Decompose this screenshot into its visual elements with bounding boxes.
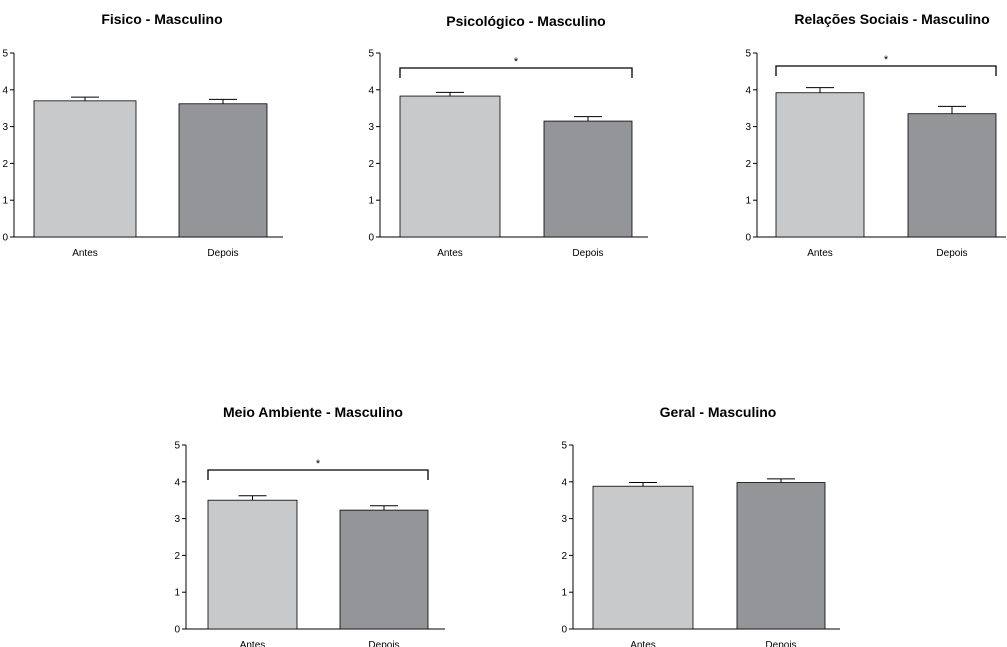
bar-antes [207, 499, 298, 630]
x-tick-label: Depois [936, 248, 967, 259]
chart-title: Fisico - Masculino [101, 11, 222, 27]
y-tick-label: 2 [2, 159, 8, 170]
x-tick-label: Antes [807, 248, 833, 259]
y-tick-label: 5 [745, 49, 751, 60]
significance-label: * [514, 56, 519, 68]
y-tick-label: 4 [561, 477, 567, 488]
x-tick-label: Depois [368, 640, 399, 647]
y-tick-label: 4 [174, 477, 180, 488]
chart-title: Relações Sociais - Masculino [794, 11, 989, 27]
y-tick-label: 2 [745, 159, 751, 170]
y-tick-label: 1 [2, 196, 8, 207]
chart-1: Fisico - Masculino 0 1 2 3 4 5 Antes Depois [2, 11, 283, 259]
y-tick-label: 3 [174, 514, 180, 525]
bar-depois [339, 509, 429, 630]
y-tick-label: 1 [745, 196, 751, 207]
bar-depois [543, 120, 633, 238]
significance-label: * [316, 458, 321, 470]
y-tick-label: 0 [368, 233, 374, 244]
x-tick-label: Depois [572, 248, 603, 259]
bar-depois [736, 482, 826, 630]
bar-antes [399, 95, 501, 238]
y-tick-label: 1 [368, 196, 374, 207]
y-tick-label: 5 [368, 49, 374, 60]
y-tick-label: 1 [174, 588, 180, 599]
y-tick-label: 5 [561, 441, 567, 452]
chart-5: Geral - Masculino 0 1 2 3 4 5 Antes Depois [561, 404, 840, 647]
y-tick-label: 3 [561, 514, 567, 525]
significance-label: * [884, 54, 889, 66]
bar-depois [178, 103, 268, 238]
significance-bracket [399, 67, 633, 78]
x-tick-label: Antes [437, 248, 463, 259]
x-tick-label: Depois [765, 640, 796, 647]
y-tick-label: 5 [2, 49, 8, 60]
chart-title: Meio Ambiente - Masculino [223, 404, 403, 420]
y-tick-label: 4 [368, 85, 374, 96]
y-tick-label: 5 [174, 441, 180, 452]
y-tick-label: 0 [2, 233, 8, 244]
x-tick-label: Antes [240, 640, 266, 647]
chart-3: Relações Sociais - Masculino 0 1 2 3 4 5 Antes D… [745, 11, 1006, 259]
y-tick-label: 0 [745, 233, 751, 244]
y-tick-label: 4 [2, 85, 8, 96]
significance-bracket [207, 469, 429, 480]
y-tick-label: 0 [561, 625, 567, 636]
bar-antes [592, 485, 694, 630]
bar-antes [775, 92, 865, 238]
y-tick-label: 4 [745, 85, 751, 96]
x-tick-label: Antes [72, 248, 98, 259]
chart-title: Geral - Masculino [660, 404, 777, 420]
chart-4: Meio Ambiente - Masculino 0 1 2 3 4 5 Antes Depo… [174, 404, 445, 647]
significance-bracket [775, 65, 997, 76]
x-tick-label: Depois [207, 248, 238, 259]
y-tick-label: 2 [368, 159, 374, 170]
y-tick-label: 2 [561, 551, 567, 562]
bar-antes [33, 100, 137, 238]
y-tick-label: 3 [2, 122, 8, 133]
bar-depois [907, 113, 997, 238]
y-tick-label: 2 [174, 551, 180, 562]
y-tick-label: 0 [174, 625, 180, 636]
y-tick-label: 3 [745, 122, 751, 133]
y-tick-label: 3 [368, 122, 374, 133]
x-tick-label: Antes [630, 640, 656, 647]
chart-2: Psicológico - Masculino 0 1 2 3 4 5 Antes Depois… [368, 13, 648, 259]
y-tick-label: 1 [561, 588, 567, 599]
chart-title: Psicológico - Masculino [446, 13, 605, 29]
